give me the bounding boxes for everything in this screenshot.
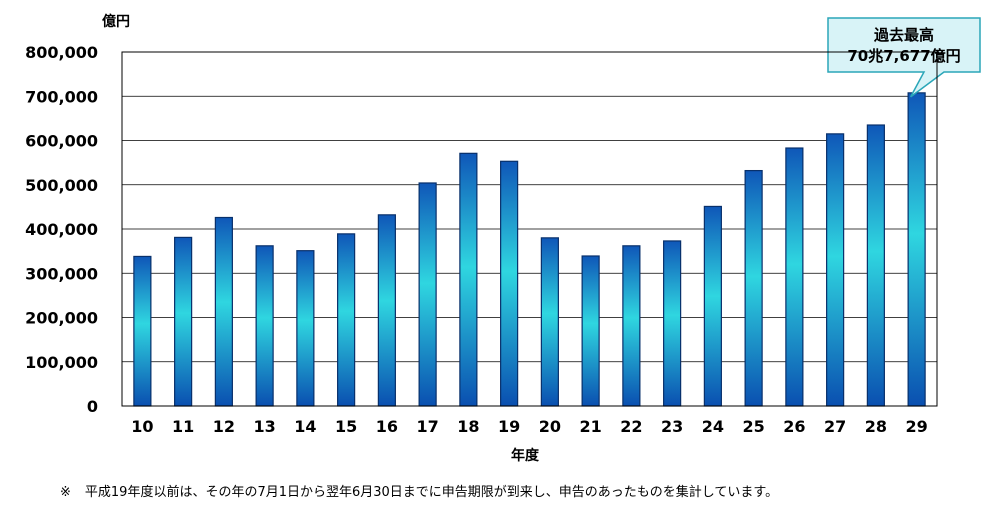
x-tick-label: 20 <box>539 417 561 436</box>
bar-20 <box>540 237 559 407</box>
x-tick-label: 22 <box>620 417 642 436</box>
y-tick-label: 300,000 <box>25 264 98 283</box>
y-unit-label: 億円 <box>102 13 130 30</box>
record-callout: 過去最高 70兆7,677億円 <box>827 17 981 98</box>
bar-15 <box>337 233 356 407</box>
bar-21 <box>581 255 600 407</box>
x-tick-label: 12 <box>213 417 235 436</box>
y-tick-label: 500,000 <box>25 176 98 195</box>
callout-line1: 過去最高 <box>873 26 934 44</box>
bar-25 <box>744 169 763 407</box>
x-tick-label: 26 <box>783 417 805 436</box>
bar-18 <box>459 152 478 407</box>
bar-chart: 0 100,000 200,000 300,000 400,000 500,000 600,… <box>25 13 981 464</box>
plot-frame <box>121 51 938 407</box>
x-axis-label: 年度 <box>511 447 540 464</box>
bar-17 <box>418 182 437 407</box>
bar-24 <box>703 205 722 407</box>
x-tick-label: 10 <box>131 417 153 436</box>
x-tick-label: 11 <box>172 417 194 436</box>
bar-12 <box>214 216 233 407</box>
y-tick-label: 0 <box>87 397 98 416</box>
y-tick-label: 400,000 <box>25 220 98 239</box>
x-tick-label: 29 <box>905 417 927 436</box>
x-tick-label: 21 <box>579 417 601 436</box>
footnote-text: 平成19年度以前は、その年の7月1日から翌年6月30日までに申告期限が到来し、申… <box>84 485 779 500</box>
x-tick-label: 23 <box>661 417 683 436</box>
bar-14 <box>296 250 315 407</box>
bar-23 <box>663 240 682 407</box>
y-tick-label: 100,000 <box>25 353 98 372</box>
x-axis-ticks: 10 11 12 13 14 15 16 17 18 19 20 21 22 23 24 25 26 27 28 29 <box>131 417 928 436</box>
bar-22 <box>622 245 641 407</box>
y-tick-label: 200,000 <box>25 309 98 328</box>
x-tick-label: 18 <box>457 417 479 436</box>
footnote: ※ 平成19年度以前は、その年の7月1日から翌年6月30日までに申告期限が到来し、… <box>60 481 778 500</box>
callout-line2: 70兆7,677億円 <box>847 47 960 65</box>
bar-26 <box>785 147 804 407</box>
bar-11 <box>174 236 193 407</box>
x-tick-label: 17 <box>416 417 438 436</box>
callout-box <box>827 17 981 98</box>
bar-27 <box>826 133 845 407</box>
x-tick-label: 14 <box>294 417 316 436</box>
x-tick-label: 24 <box>702 417 724 436</box>
bar-29 <box>907 92 926 407</box>
bars <box>133 92 926 407</box>
y-tick-label: 600,000 <box>25 132 98 151</box>
x-tick-label: 27 <box>824 417 846 436</box>
x-tick-label: 28 <box>865 417 887 436</box>
bar-13 <box>255 245 274 407</box>
x-tick-label: 19 <box>498 417 520 436</box>
bar-19 <box>500 160 519 407</box>
y-tick-label: 700,000 <box>25 87 98 106</box>
bar-10 <box>133 255 152 407</box>
footnote-mark: ※ <box>60 485 71 500</box>
x-tick-label: 15 <box>335 417 357 436</box>
grid-lines <box>122 95 937 363</box>
x-tick-label: 25 <box>742 417 764 436</box>
bar-16 <box>377 214 396 407</box>
y-axis-ticks: 0 100,000 200,000 300,000 400,000 500,000 600,… <box>25 43 98 416</box>
x-tick-label: 16 <box>376 417 398 436</box>
y-tick-label: 800,000 <box>25 43 98 62</box>
x-tick-label: 13 <box>253 417 275 436</box>
bar-28 <box>866 124 885 407</box>
